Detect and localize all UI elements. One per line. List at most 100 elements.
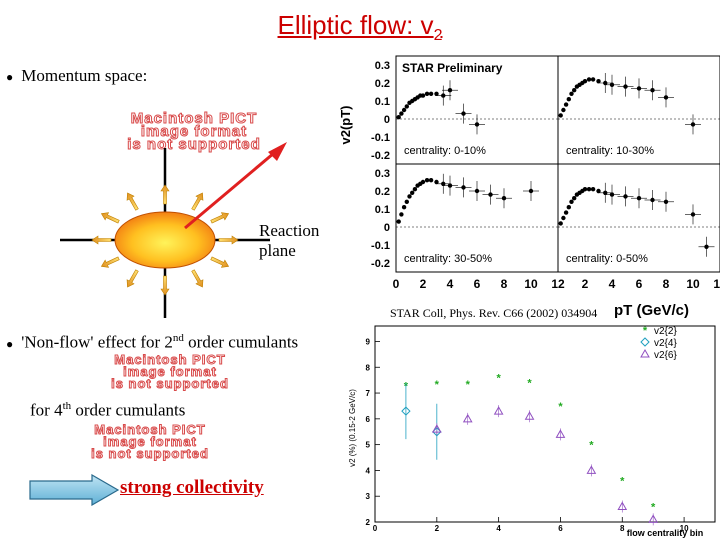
v2-2-point: * (466, 379, 471, 391)
v2-2-point: * (620, 476, 625, 488)
pict-line: Macintosh PICT (130, 110, 258, 127)
bullet-dot: ● (6, 70, 14, 84)
data-point (690, 212, 696, 217)
data-point (572, 88, 577, 93)
xtick-label: 8 (501, 277, 508, 291)
line3-text-post: order cumulants (71, 400, 186, 420)
data-point (636, 196, 642, 201)
ytick-label: -0.2 (371, 258, 390, 270)
xtick-label: 0 (393, 277, 400, 291)
legend-label: v2{4} (654, 338, 677, 349)
centrality-label: centrality: 0-50% (566, 253, 648, 265)
xtick-label: 10 (686, 277, 700, 291)
ytick-label: 5 (366, 441, 371, 450)
reaction-plane-line1: Reaction (259, 221, 320, 240)
v2-pt-panel: centrality: 0-50% (557, 163, 720, 273)
pict-placeholder-3: Macintosh PICT image format is not suppo… (30, 422, 270, 461)
ytick-label: 2 (366, 518, 371, 527)
data-point (603, 80, 608, 86)
data-point (461, 185, 466, 190)
data-point (434, 91, 439, 96)
cumulant-legend: * v2{2}v2{4}v2{6} (640, 325, 677, 361)
v2-6-point (493, 406, 504, 415)
pict-line: Macintosh PICT (114, 352, 226, 367)
centrality-label: centrality: 30-50% (404, 253, 492, 265)
v2-2-point: * (527, 378, 532, 390)
ytick-label: 8 (366, 363, 371, 372)
data-point (563, 102, 569, 107)
data-point (572, 196, 577, 201)
v2-2-point: * (558, 401, 563, 413)
v2-6-point (524, 411, 535, 420)
cumulant-points: ********* (401, 373, 659, 526)
red-direction-arrow (184, 146, 281, 230)
data-point (558, 221, 563, 226)
ytick-label: -0.1 (371, 132, 390, 144)
data-point (566, 205, 571, 210)
xtick-label: 4 (609, 277, 616, 291)
legend-label: v2{6} (654, 350, 677, 361)
data-point (561, 215, 566, 221)
v2-pt-ylabel: v2(pT) (338, 106, 353, 145)
data-point (399, 212, 404, 217)
data-point (582, 79, 588, 84)
panel-frame (557, 163, 720, 273)
ytick-label: 0.2 (375, 186, 390, 198)
data-point (558, 113, 563, 118)
data-point (609, 82, 615, 87)
legend-marker: * (643, 325, 648, 337)
line3-text: for 4 (30, 400, 63, 420)
data-point (428, 178, 434, 183)
bullet-dot: ● (6, 336, 14, 351)
data-point (528, 188, 534, 194)
title-text: Elliptic flow: v (277, 10, 434, 40)
v2-2-point: * (496, 373, 501, 385)
overlap-ellipse (114, 211, 216, 269)
data-point (424, 178, 430, 183)
cumulant-xlabel: flow centrality bin (627, 528, 704, 538)
data-point (586, 77, 592, 82)
data-point (474, 188, 480, 194)
bullet2-text: 'Non-flow' effect for 2 (21, 332, 173, 352)
reaction-plane-line2: plane (259, 241, 296, 260)
data-point (407, 194, 412, 199)
line3-sup: th (62, 400, 72, 412)
bullet-non-flow: ● 'Non-flow' effect for 2nd order cumulan… (6, 332, 298, 353)
data-point (582, 187, 588, 192)
centrality-label: centrality: 0-10% (404, 145, 486, 157)
data-point (663, 95, 669, 100)
v2-pt-panel: centrality: 30-50% (395, 163, 559, 273)
right-arrow-icon (29, 474, 120, 506)
data-point (447, 88, 453, 93)
legend-label: v2{2} (654, 326, 677, 337)
data-point (404, 199, 409, 204)
pict-line: is not supported (127, 136, 261, 153)
xtick-label: 8 (620, 524, 625, 533)
data-point (441, 93, 446, 98)
pict-line: is not supported (91, 446, 209, 461)
data-point (396, 115, 401, 120)
data-point (596, 188, 601, 194)
v2-pt-xtick-labels: 0 2 4 6 8 10 12 2 4 6 8 10 12 (393, 277, 720, 291)
data-point (428, 91, 434, 96)
momentum-space-diagram (60, 142, 287, 318)
v2-6-point (555, 429, 566, 438)
data-point (563, 210, 569, 215)
data-point (590, 187, 596, 192)
reaction-plane-label: Reaction plane (259, 221, 319, 261)
v2-2-point: * (651, 502, 656, 514)
emission-arrows (91, 184, 239, 296)
v2-6-point (431, 424, 442, 433)
xtick-label: 4 (496, 524, 501, 533)
pict-line: is not supported (111, 376, 229, 391)
xtick-label: 2 (582, 277, 589, 291)
data-point (474, 122, 480, 127)
legend-marker (640, 337, 650, 347)
data-point (603, 190, 608, 195)
cumulant-ylabel: v2 (%) (0.15-2 GeV/c) (348, 389, 357, 467)
v2-6-point (617, 501, 628, 511)
pict-line: Macintosh PICT (94, 422, 206, 437)
v2-2-point: * (435, 379, 440, 391)
data-point (412, 187, 418, 192)
